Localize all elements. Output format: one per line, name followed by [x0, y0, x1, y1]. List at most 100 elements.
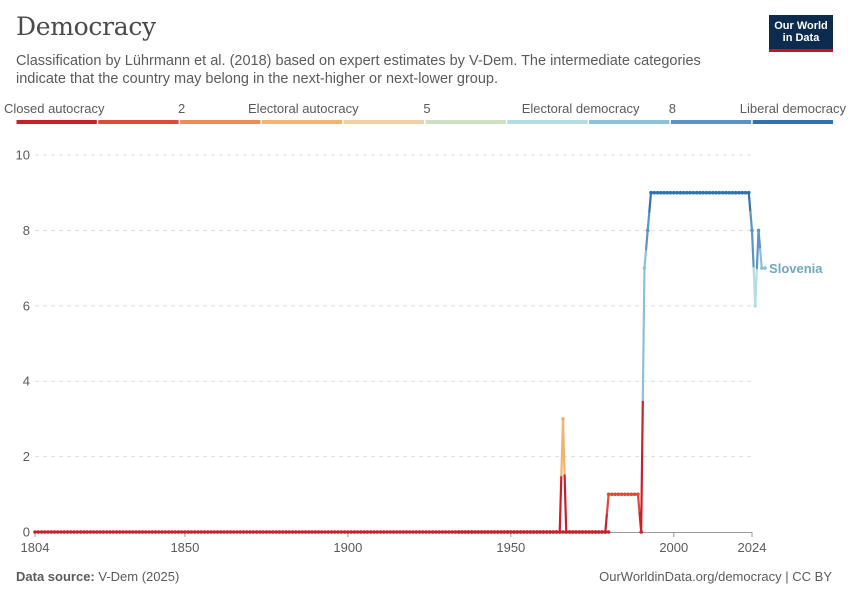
data-point — [463, 530, 468, 534]
data-point — [56, 530, 60, 534]
source-url[interactable]: OurWorldinData.org/democracy | CC BY — [599, 569, 832, 584]
series-label: Slovenia — [769, 261, 823, 276]
data-point — [147, 530, 151, 534]
series-line-segment — [640, 398, 644, 534]
data-point — [300, 530, 305, 534]
data-point — [222, 530, 226, 534]
data-point — [665, 190, 670, 195]
data-point — [652, 190, 657, 195]
data-point — [36, 530, 41, 534]
data-point — [127, 530, 132, 534]
data-point — [316, 530, 321, 534]
data-point — [346, 530, 350, 534]
data-point — [746, 190, 751, 195]
data-point — [668, 190, 673, 195]
data-point — [320, 530, 324, 534]
data-point — [681, 190, 686, 195]
data-point — [763, 266, 767, 270]
data-point — [287, 530, 292, 534]
data-point — [329, 530, 334, 534]
data-point — [326, 530, 331, 534]
series-line-segment — [646, 210, 651, 232]
data-point — [254, 530, 259, 534]
data-point — [225, 530, 230, 534]
data-point — [450, 530, 454, 534]
data-point — [466, 530, 471, 534]
data-point — [619, 492, 624, 497]
data-point — [655, 190, 660, 195]
owid-logo[interactable]: Our World in Data — [769, 15, 833, 52]
data-point — [678, 190, 683, 195]
data-point — [59, 530, 63, 534]
data-point — [290, 530, 295, 534]
data-point — [179, 530, 184, 534]
data-point — [124, 530, 129, 534]
data-point — [509, 530, 513, 534]
data-point — [381, 530, 386, 534]
chart-title: Democracy — [16, 12, 156, 41]
data-point — [574, 530, 578, 534]
data-point — [267, 530, 272, 534]
data-point — [72, 530, 76, 534]
data-point — [404, 530, 409, 534]
data-point — [531, 530, 536, 534]
data-point — [411, 530, 415, 534]
data-point — [427, 530, 432, 534]
data-point — [756, 228, 761, 233]
data-point — [271, 530, 275, 534]
data-point — [166, 530, 171, 534]
data-point — [424, 530, 428, 534]
data-point — [567, 530, 572, 534]
series-line-segment — [759, 248, 763, 270]
data-point — [101, 530, 106, 534]
data-point — [685, 190, 689, 195]
data-point — [623, 492, 627, 497]
logo-line-2: in Data — [782, 32, 820, 44]
data-point — [186, 530, 190, 534]
data-point — [671, 190, 676, 195]
legend-color-swatch — [752, 120, 833, 124]
data-source-value[interactable]: V-Dem (2025) — [98, 569, 180, 584]
data-point — [538, 530, 542, 534]
data-point — [33, 530, 37, 534]
data-point — [342, 530, 347, 534]
data-point — [69, 530, 73, 534]
series-line-segment — [643, 248, 648, 270]
data-point — [352, 530, 357, 534]
legend-color-swatch — [670, 120, 752, 124]
data-point — [473, 530, 477, 534]
data-point — [600, 530, 604, 534]
data-point — [626, 492, 630, 497]
data-point — [258, 530, 262, 534]
data-point — [284, 530, 288, 534]
data-point — [385, 530, 389, 534]
data-point — [460, 530, 464, 534]
data-point — [639, 530, 643, 534]
legend-color-swatch — [425, 120, 506, 124]
data-point — [714, 190, 718, 195]
data-point — [691, 190, 696, 195]
legend-label: Electoral democracy — [522, 101, 640, 116]
data-point — [434, 530, 438, 534]
chart-subtitle: Classification by Lührmann et al. (2018)… — [16, 53, 701, 87]
data-point — [606, 530, 611, 534]
data-point — [662, 190, 666, 195]
data-point — [632, 492, 637, 497]
x-tick-label: 1900 — [333, 540, 362, 555]
data-point — [759, 266, 764, 270]
series-line-segment — [636, 493, 641, 515]
legend-label: Electoral autocracy — [248, 101, 359, 116]
data-point — [355, 530, 360, 534]
data-point — [577, 530, 582, 534]
data-point — [443, 530, 448, 534]
legend-label: 2 — [178, 101, 185, 116]
data-point — [153, 530, 158, 534]
data-point — [440, 530, 445, 534]
data-point — [163, 530, 168, 534]
data-point — [515, 530, 520, 534]
data-point — [134, 530, 138, 534]
data-point — [580, 530, 585, 534]
series-line-segment — [604, 512, 609, 534]
data-point — [502, 530, 507, 534]
data-point — [720, 190, 725, 195]
